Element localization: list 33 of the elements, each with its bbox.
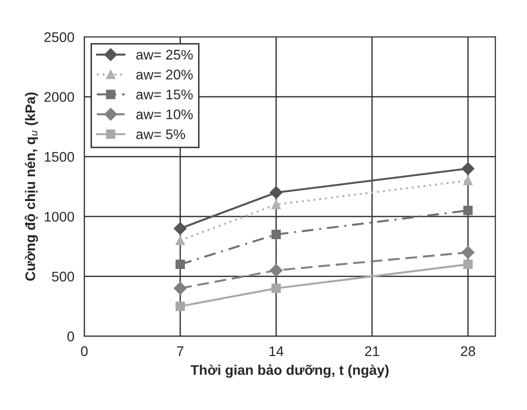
point	[270, 264, 283, 277]
y-tick-label: 1000	[44, 212, 74, 222]
legend-label: aw= 15%	[136, 90, 193, 100]
point	[271, 230, 281, 240]
point	[176, 236, 185, 246]
y-axis-title: Cường độ chịu nén, q$_{u}$ (kPa)	[24, 92, 38, 281]
legend-label: aw= 5%	[136, 129, 186, 140]
point	[271, 200, 281, 210]
point	[463, 206, 473, 216]
point	[463, 260, 473, 270]
point	[462, 162, 474, 176]
legend-label: aw= 10%	[136, 109, 193, 120]
x-tick-label: 0	[81, 346, 88, 356]
x-tick-label: 28	[460, 346, 476, 356]
y-tick-label: 1500	[44, 152, 74, 162]
y-tick-label: 2000	[44, 92, 74, 102]
point	[174, 222, 187, 235]
x-axis-title: Thời gian bảo dưỡng, t (ngày)	[190, 364, 389, 378]
x-tick-label: 7	[177, 346, 184, 356]
y-tick-label: 500	[52, 272, 74, 282]
legend-label: aw= 25%	[136, 50, 193, 60]
point	[176, 260, 185, 270]
point	[174, 282, 187, 295]
point	[270, 186, 283, 199]
point	[271, 284, 281, 293]
legend-label: aw= 20%	[136, 70, 193, 80]
point	[462, 246, 474, 259]
x-tick-label: 21	[365, 346, 380, 356]
point	[176, 302, 185, 311]
x-tick-label: 14	[269, 346, 284, 356]
y-tick-label: 2500	[44, 32, 74, 42]
point	[463, 176, 473, 186]
y-tick-label: 0	[67, 332, 74, 342]
